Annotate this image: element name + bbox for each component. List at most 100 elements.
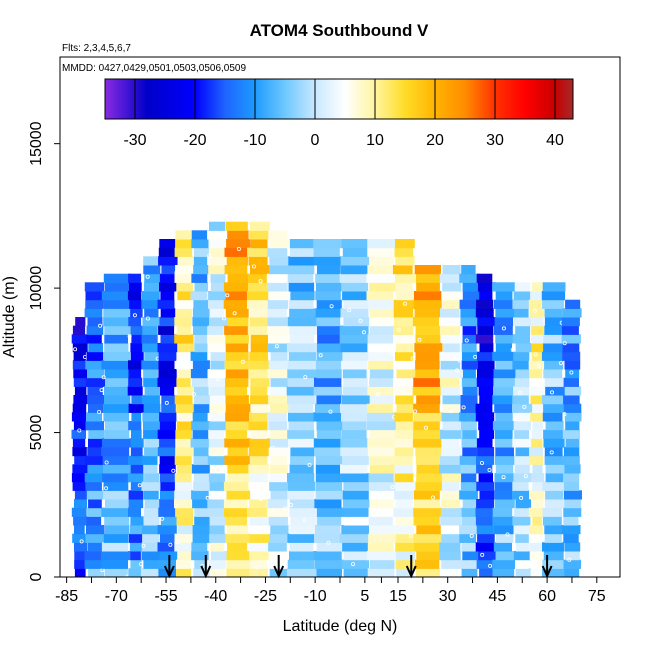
wind-cell <box>226 256 248 266</box>
observation-marker <box>104 460 109 465</box>
wind-cell <box>461 568 478 577</box>
wind-cell <box>367 421 397 431</box>
wind-cell <box>531 499 544 509</box>
wind-cell <box>72 343 88 353</box>
wind-cell <box>288 265 315 275</box>
wind-cell <box>130 343 143 353</box>
wind-cell <box>128 568 142 577</box>
wind-cell <box>192 377 209 387</box>
observation-marker <box>559 361 564 366</box>
wind-cell <box>87 447 105 457</box>
wind-cell <box>86 351 104 361</box>
wind-cell <box>210 403 225 413</box>
wind-cell <box>103 533 129 543</box>
wind-cell <box>476 455 495 465</box>
wind-cell <box>102 473 131 483</box>
wind-cell <box>103 317 130 327</box>
wind-cell <box>101 360 129 370</box>
wind-cell <box>439 542 461 552</box>
wind-cell <box>175 507 194 517</box>
wind-cell <box>223 299 249 309</box>
wind-cell <box>514 308 529 318</box>
wind-cell <box>477 351 493 361</box>
wind-cell <box>545 421 564 431</box>
wind-cell <box>396 568 414 577</box>
wind-cell <box>174 317 192 327</box>
wind-cell <box>224 360 250 370</box>
wind-cell <box>341 282 369 292</box>
colorbar-tick-label: 40 <box>546 132 564 149</box>
wind-cell <box>462 369 476 379</box>
wind-cell <box>267 317 290 327</box>
wind-cell <box>269 256 289 266</box>
observation-marker <box>375 392 380 397</box>
wind-cell <box>225 516 247 526</box>
wind-cell <box>176 325 191 335</box>
wind-cell <box>512 360 529 370</box>
wind-cell <box>314 533 343 543</box>
wind-cell <box>416 273 442 283</box>
wind-cell <box>543 334 563 344</box>
wind-cell <box>415 334 441 344</box>
wind-cell <box>270 447 289 457</box>
wind-cell <box>287 395 316 405</box>
wind-cell <box>208 473 226 483</box>
wind-cell <box>74 559 87 569</box>
wind-cell <box>459 525 478 535</box>
wind-cell <box>415 568 442 577</box>
x-tick-label: -10 <box>304 588 327 605</box>
wind-cell <box>367 386 396 396</box>
wind-cell <box>175 265 194 275</box>
observation-marker <box>448 409 453 414</box>
observation-marker <box>222 316 227 321</box>
observation-marker <box>457 358 462 363</box>
x-tick-label: 5 <box>360 588 369 605</box>
wind-cell <box>87 386 103 396</box>
wind-cell <box>161 395 177 405</box>
wind-cell <box>104 421 131 431</box>
wind-cell <box>101 447 130 457</box>
profile-arrow <box>273 555 285 579</box>
wind-cell <box>289 308 318 318</box>
profile-arrow-head <box>200 565 212 579</box>
wind-cell <box>143 559 160 569</box>
wind-cell <box>440 360 461 370</box>
wind-cell <box>492 568 515 577</box>
wind-cell <box>249 438 271 448</box>
observation-marker <box>168 542 173 547</box>
wind-cell <box>225 403 251 413</box>
wind-cell <box>515 343 532 353</box>
wind-cell <box>514 507 531 517</box>
wind-cell <box>532 516 542 526</box>
wind-cell <box>250 343 268 353</box>
wind-cell <box>442 421 461 431</box>
wind-cell <box>158 325 175 335</box>
observation-marker <box>139 562 144 567</box>
wind-cell <box>462 291 480 301</box>
wind-cell <box>71 429 86 439</box>
wind-cell <box>459 412 478 422</box>
wind-cell <box>193 325 208 335</box>
observation-marker <box>145 274 150 279</box>
colorbar-tick-label: 20 <box>426 132 444 149</box>
wind-cell <box>369 499 394 509</box>
wind-cell <box>286 343 316 353</box>
observation-marker <box>160 516 165 521</box>
wind-cell <box>288 421 314 431</box>
wind-cell <box>544 317 565 327</box>
wind-cell <box>564 481 580 491</box>
wind-cell <box>512 395 529 405</box>
observation-marker <box>562 341 567 346</box>
wind-cell <box>313 247 340 257</box>
flights-label: Flts: 2,3,4,5,6,7 <box>62 43 131 54</box>
wind-cell <box>157 447 176 457</box>
wind-cell <box>288 351 316 361</box>
wind-cell <box>72 447 87 457</box>
wind-cell <box>564 568 580 577</box>
wind-cell <box>191 273 208 283</box>
wind-cell <box>341 412 369 422</box>
wind-cell <box>368 481 396 491</box>
wind-cell <box>249 533 271 543</box>
wind-cell <box>562 325 579 335</box>
wind-cell <box>104 568 128 577</box>
